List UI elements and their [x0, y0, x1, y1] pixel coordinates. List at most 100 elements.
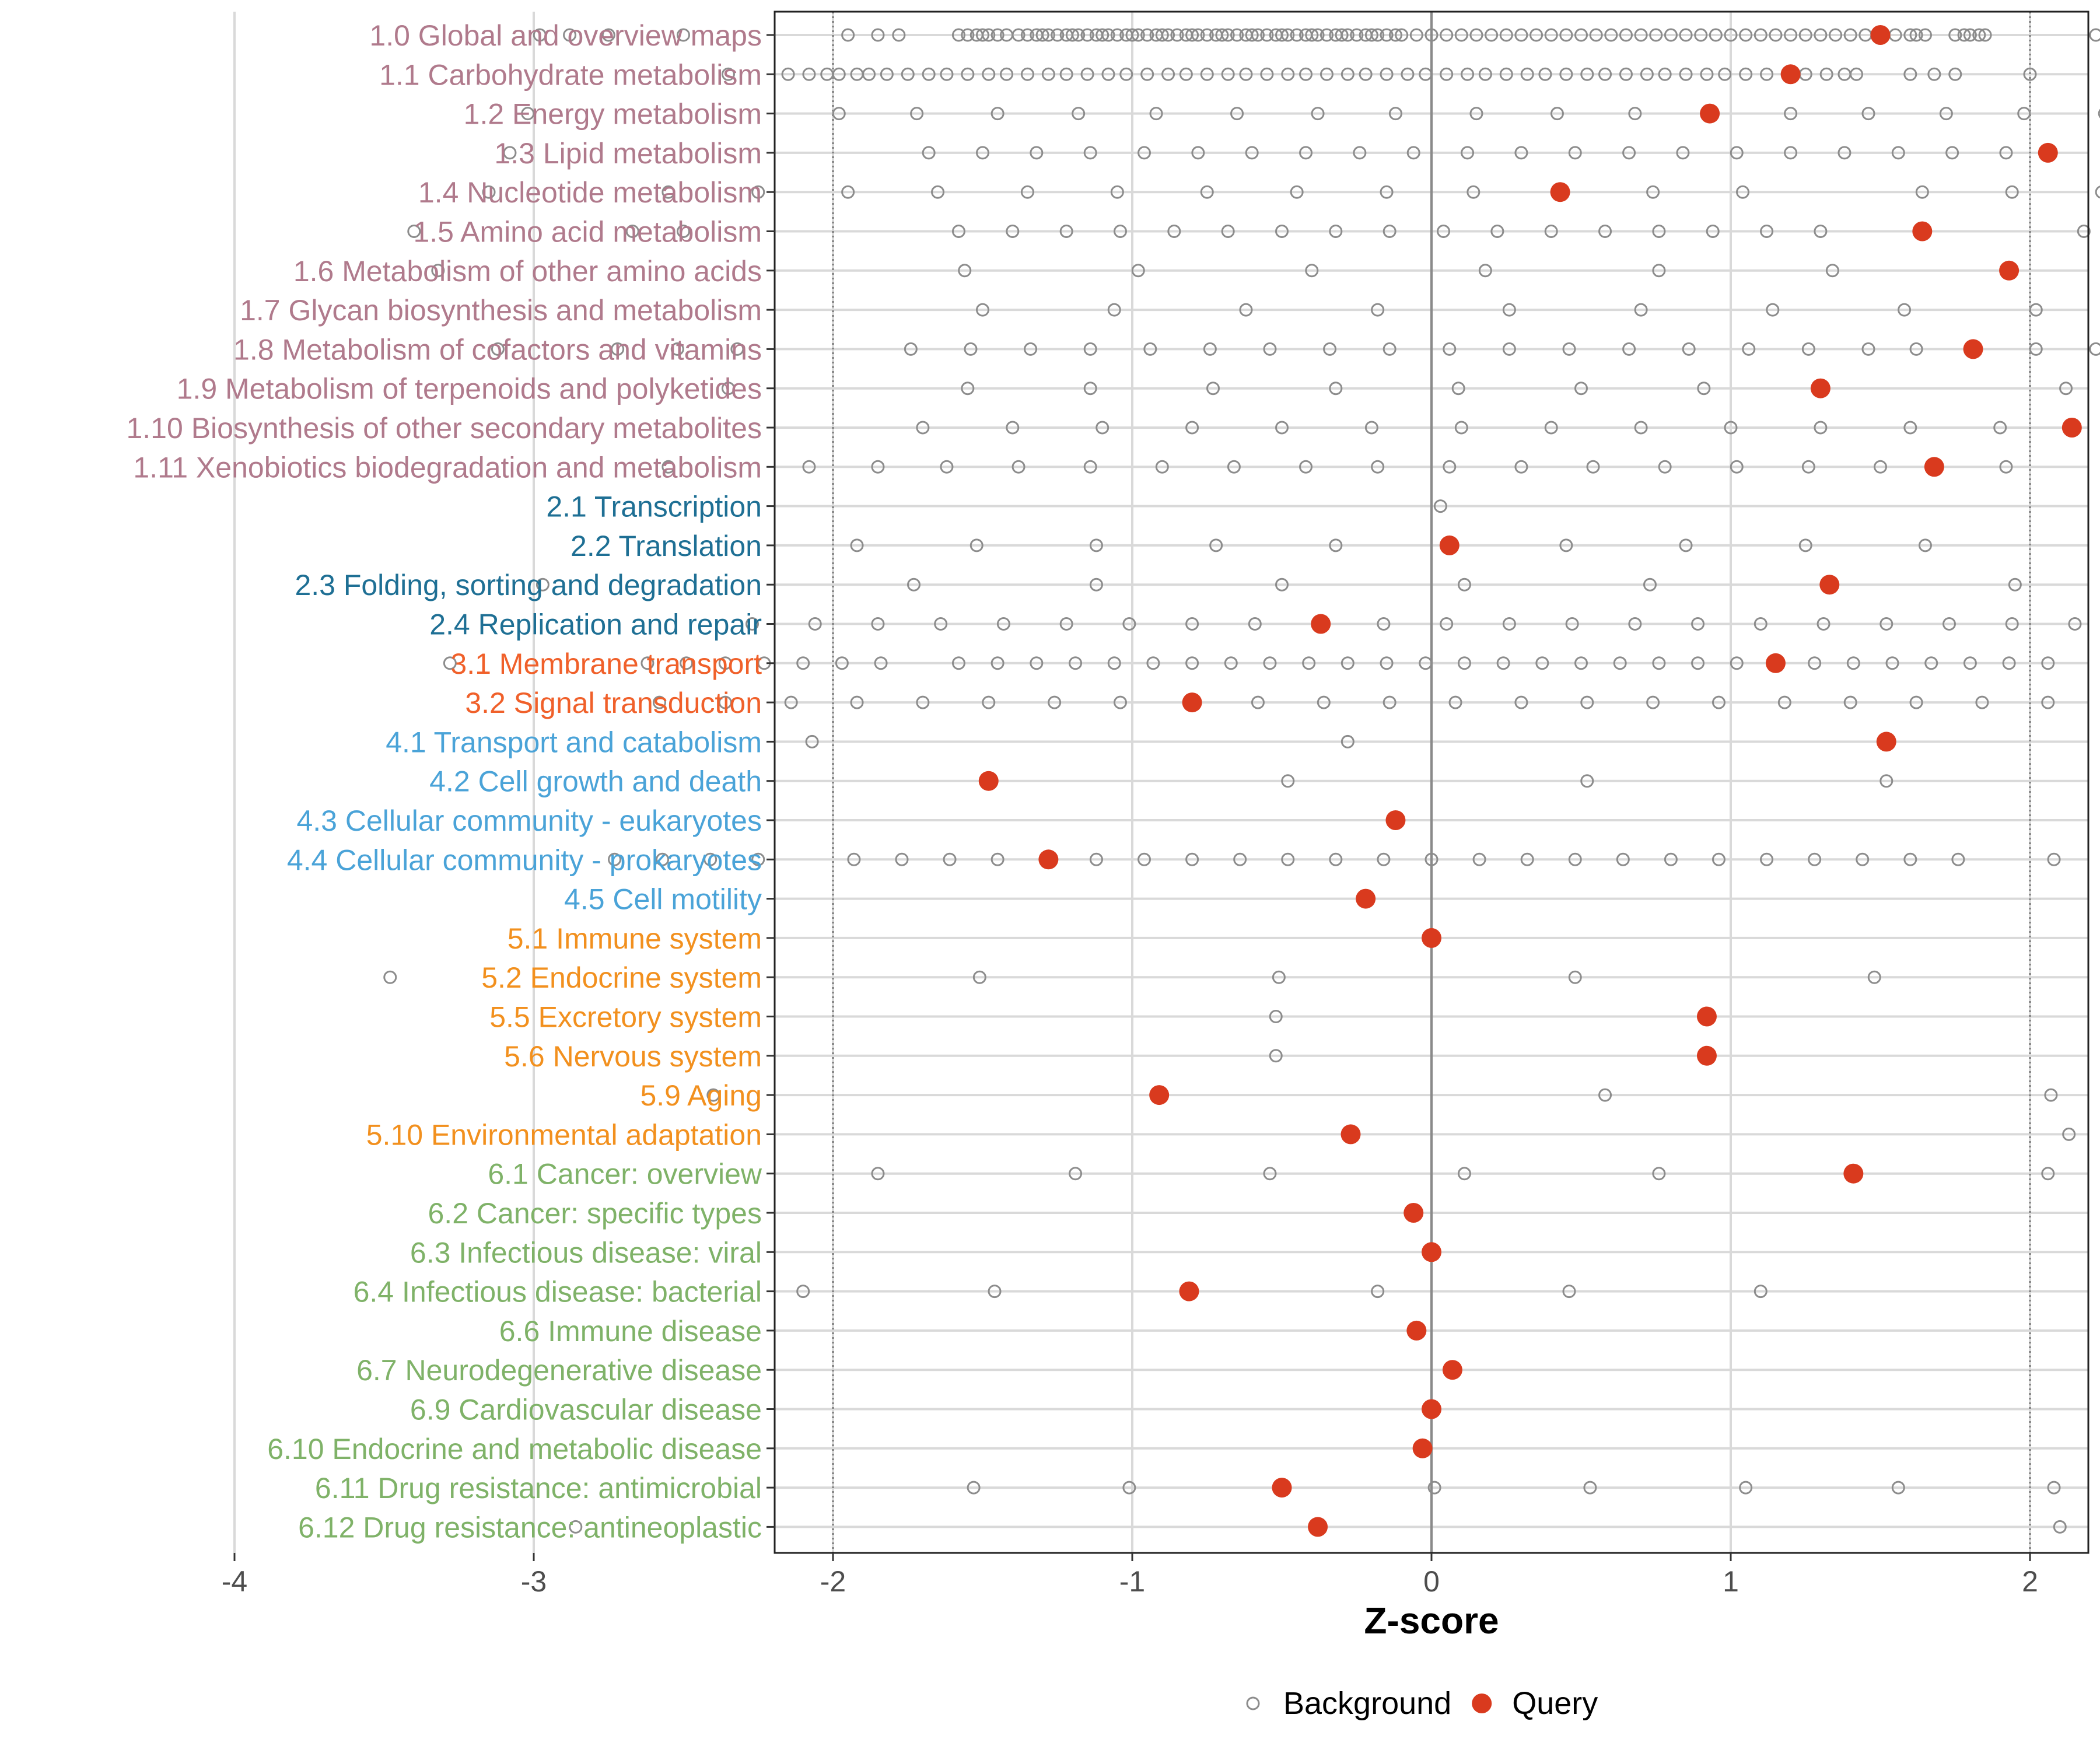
background-point: [1323, 342, 1337, 356]
background-point: [1514, 28, 1528, 42]
background-point: [1388, 107, 1402, 121]
background-point: [910, 107, 924, 121]
background-point: [871, 460, 885, 474]
background-points: [383, 28, 2100, 1534]
category-label: 4.4 Cellular community - prokaryotes: [287, 844, 762, 876]
background-point: [670, 342, 684, 356]
background-point: [1149, 107, 1163, 121]
background-point: [383, 970, 397, 984]
background-point: [1520, 852, 1534, 866]
query-points: [978, 25, 2082, 1537]
background-point: [1000, 67, 1014, 81]
background-point: [1059, 617, 1073, 631]
category-label: 6.4 Infectious disease: bacterial: [354, 1276, 762, 1308]
background-point: [1024, 342, 1038, 356]
category-label: 5.9 Aging: [640, 1079, 762, 1112]
background-point: [563, 28, 577, 42]
background-point: [1808, 656, 1822, 670]
background-point: [1083, 460, 1097, 474]
background-point: [1248, 617, 1262, 631]
background-point: [1502, 342, 1516, 356]
background-point: [1072, 107, 1086, 121]
background-point: [802, 460, 816, 474]
background-point: [1951, 852, 1965, 866]
background-point: [1709, 28, 1723, 42]
background-point: [1110, 185, 1124, 199]
query-point: [1999, 260, 2020, 281]
background-point: [1829, 28, 1843, 42]
background-point: [745, 617, 759, 631]
background-point: [1317, 695, 1331, 709]
background-point: [991, 852, 1005, 866]
background-point: [1652, 1167, 1666, 1181]
background-point: [1281, 852, 1295, 866]
query-point: [1422, 928, 1441, 948]
background-point: [1724, 421, 1738, 435]
background-point: [1275, 28, 1289, 42]
background-point: [1784, 28, 1798, 42]
background-point: [1233, 852, 1247, 866]
background-point: [1664, 852, 1678, 866]
background-point: [1080, 67, 1094, 81]
query-point: [1963, 339, 1983, 359]
background-point: [1739, 1481, 1753, 1495]
background-point: [970, 538, 984, 552]
background-point: [871, 1167, 885, 1181]
background-point: [1535, 656, 1549, 670]
background-point: [1260, 28, 1274, 42]
background-point: [1939, 107, 1953, 121]
background-point: [1514, 695, 1528, 709]
background-point: [1730, 656, 1744, 670]
background-point: [1619, 67, 1633, 81]
background-point: [1652, 264, 1666, 278]
category-label: 5.5 Excretory system: [489, 1001, 762, 1034]
background-point: [1305, 264, 1319, 278]
background-point: [1041, 28, 1055, 42]
background-point: [1424, 28, 1438, 42]
background-point: [677, 225, 690, 238]
background-point: [1730, 460, 1744, 474]
background-point: [1457, 656, 1471, 670]
background-point: [808, 617, 822, 631]
query-point: [1308, 1517, 1328, 1537]
query-point: [1439, 535, 1460, 555]
background-point: [1080, 28, 1094, 42]
x-tick-label: 0: [1423, 1565, 1440, 1598]
background-point: [1502, 303, 1516, 317]
background-point: [1269, 1049, 1283, 1063]
x-tick-label: -4: [222, 1565, 247, 1598]
background-point: [1706, 225, 1720, 238]
background-point: [1185, 852, 1199, 866]
query-point: [1912, 221, 1933, 242]
background-point: [1530, 28, 1544, 42]
background-point: [1083, 342, 1097, 356]
background-point: [1461, 67, 1475, 81]
background-point: [862, 67, 876, 81]
background-point: [1451, 382, 1465, 396]
background-point: [1200, 185, 1214, 199]
background-point: [1185, 421, 1199, 435]
background-point: [961, 67, 975, 81]
background-point: [1364, 421, 1378, 435]
background-point: [1691, 617, 1705, 631]
background-point: [982, 28, 996, 42]
background-point: [662, 460, 676, 474]
background-point: [1784, 146, 1798, 160]
background-point: [1239, 303, 1253, 317]
query-point: [1765, 653, 1786, 673]
background-point: [491, 342, 505, 356]
background-point: [1281, 774, 1295, 788]
background-point: [1885, 656, 1899, 670]
query-point: [2038, 142, 2058, 163]
background-point: [1589, 28, 1603, 42]
background-point: [1469, 107, 1483, 121]
background-point: [611, 342, 625, 356]
background-point: [1096, 28, 1110, 42]
background-point: [1224, 656, 1238, 670]
background-point: [1891, 1481, 1905, 1495]
background-point: [841, 28, 855, 42]
background-point: [503, 146, 517, 160]
background-point: [1634, 303, 1648, 317]
background-point: [1754, 1285, 1768, 1299]
